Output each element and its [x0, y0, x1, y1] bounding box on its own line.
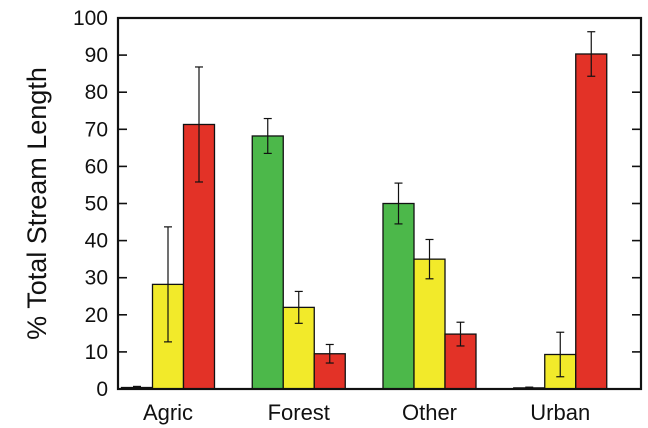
y-axis-title: % Total Stream Length	[22, 67, 52, 340]
y-tick-label: 20	[85, 304, 108, 327]
x-category-label: Forest	[268, 400, 330, 425]
error-bars	[133, 31, 596, 390]
bar-forest-0	[251, 135, 284, 390]
y-tick-label: 90	[85, 44, 108, 67]
y-tick-label: 80	[85, 81, 108, 104]
x-category-label: Agric	[143, 400, 193, 425]
y-tick-label: 50	[85, 193, 108, 216]
bar-other-0	[382, 202, 415, 390]
y-tick-label: 60	[85, 155, 108, 178]
y-ticks: 0 10 20 30 40 50 60 70 80 90 100	[73, 7, 641, 401]
y-tick-label: 10	[85, 341, 108, 364]
bars	[120, 53, 608, 390]
category-labels: Agric Forest Other Urban	[143, 400, 590, 425]
bar-urban-2	[575, 53, 608, 390]
x-category-label: Urban	[530, 400, 590, 425]
y-tick-label: 30	[85, 267, 108, 290]
y-tick-label: 0	[96, 378, 108, 401]
plot-frame	[116, 16, 643, 391]
y-tick-label: 70	[85, 118, 108, 141]
y-tick-label: 40	[85, 230, 108, 253]
y-tick-label: 100	[73, 7, 108, 30]
bar-other-1	[413, 258, 446, 390]
x-category-label: Other	[402, 400, 457, 425]
